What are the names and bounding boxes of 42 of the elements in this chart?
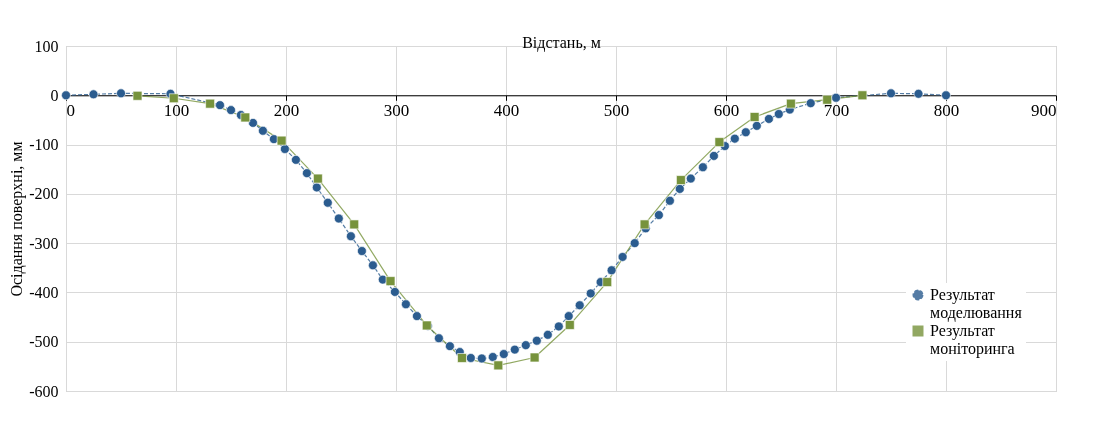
x-axis-title: Відстань, м (522, 33, 601, 52)
y-axis-title: Осідання поверхні, мм (8, 141, 27, 297)
x-tick-label: 800 (933, 100, 960, 120)
x-tick-label: 700 (823, 100, 850, 120)
point (602, 277, 612, 287)
point (676, 175, 686, 185)
point (385, 276, 396, 286)
y-tick-label: -300 (29, 234, 59, 252)
y-tick-label: -600 (29, 382, 59, 400)
y-tick-label: -200 (29, 185, 59, 203)
point (169, 93, 179, 104)
point (240, 112, 251, 123)
legend-label: Результат моделювання (930, 286, 1023, 322)
point (565, 320, 575, 330)
point (205, 98, 215, 109)
y-tick-label: 100 (34, 37, 59, 55)
point (786, 98, 796, 109)
y-tick-label: 0 (50, 86, 59, 104)
point (349, 219, 359, 230)
point (276, 135, 287, 146)
x-tick-label: 100 (163, 100, 190, 120)
x-tick-label: 500 (603, 100, 630, 120)
point (639, 219, 650, 230)
legend-label: Результат моніторинга (930, 322, 1015, 358)
x-tick-label: 600 (713, 100, 740, 120)
x-tick-label: 900 (1031, 100, 1057, 120)
x-tick-label: 400 (493, 100, 520, 120)
point (457, 353, 467, 363)
y-tick-label: -100 (29, 136, 59, 154)
x-tick-label: 200 (273, 100, 300, 120)
point (822, 94, 832, 105)
point (857, 90, 868, 101)
point (313, 173, 323, 184)
point (529, 352, 540, 363)
y-tick-label: -400 (29, 283, 59, 301)
point (132, 91, 143, 101)
x-tick-label: 300 (383, 100, 410, 120)
x-tick-label: 0 (66, 100, 75, 120)
point (493, 360, 504, 371)
point (714, 137, 725, 147)
point (749, 112, 760, 122)
y-tick-label: -500 (29, 333, 59, 351)
